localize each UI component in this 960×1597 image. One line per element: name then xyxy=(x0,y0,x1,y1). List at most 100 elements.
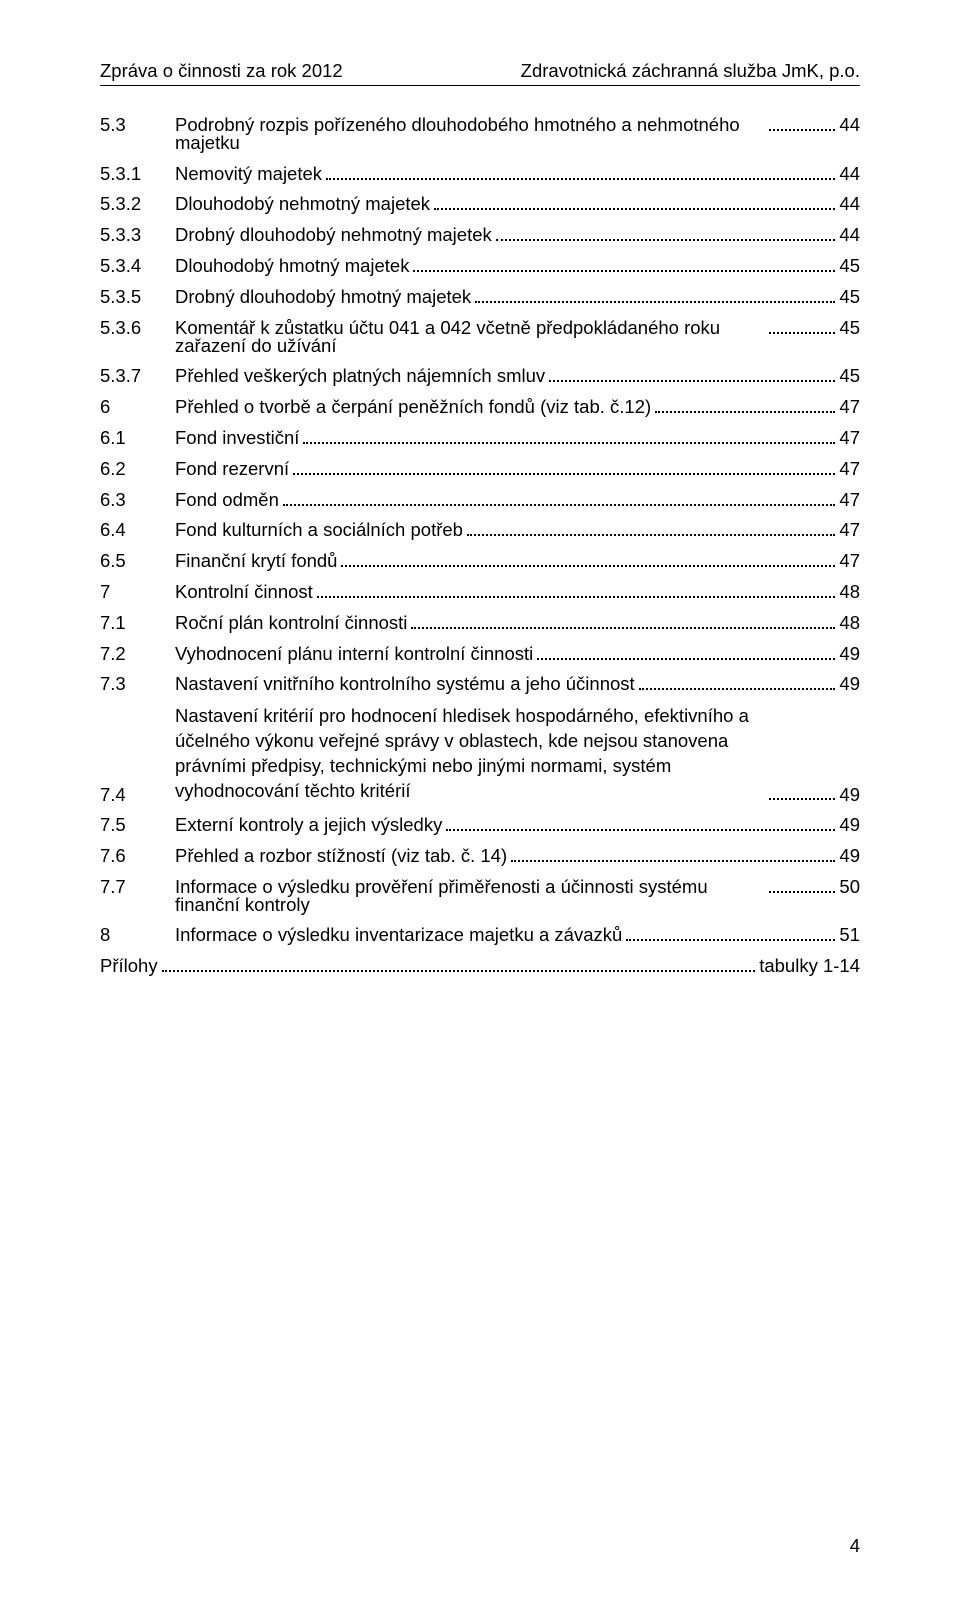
toc-dot-leader xyxy=(537,643,835,660)
toc-entry-title: Informace o výsledku prověření přiměřeno… xyxy=(175,878,765,915)
toc-row: 6.3Fond odměn47 xyxy=(100,489,860,510)
page-header: Zpráva o činnosti za rok 2012 Zdravotnic… xyxy=(100,60,860,86)
toc-entry-title: Fond investiční xyxy=(175,429,299,448)
toc-entry-page: 48 xyxy=(839,614,860,633)
toc-dot-leader xyxy=(162,955,756,972)
toc-entry-title: Informace o výsledku inventarizace majet… xyxy=(175,926,622,945)
toc-dot-leader xyxy=(283,489,836,506)
toc-entry-page: 48 xyxy=(839,583,860,602)
toc-entry-title: Dlouhodobý nehmotný majetek xyxy=(175,195,430,214)
toc-row: 7.1Roční plán kontrolní činnosti 48 xyxy=(100,612,860,633)
toc-entry-page: 47 xyxy=(839,491,860,510)
toc-entry-number: 8 xyxy=(100,926,175,945)
toc-row: 5.3.1Nemovitý majetek44 xyxy=(100,163,860,184)
toc-row: 5.3Podrobný rozpis pořízeného dlouhodobé… xyxy=(100,114,860,153)
toc-entry-title: Nastavení vnitřního kontrolního systému … xyxy=(175,675,635,694)
toc-entry-number: 6.5 xyxy=(100,552,175,571)
toc-entry-title: Přehled veškerých platných nájemních sml… xyxy=(175,367,545,386)
toc-row: 6.2Fond rezervní 47 xyxy=(100,458,860,479)
toc-entry-title: Přílohy xyxy=(100,957,158,976)
toc-entry-number: 5.3.3 xyxy=(100,226,175,245)
toc-entry-number: 7.2 xyxy=(100,645,175,664)
toc-entry-number: 5.3.7 xyxy=(100,367,175,386)
toc-row: 7.7Informace o výsledku prověření přiměř… xyxy=(100,876,860,915)
toc-entry-number: 7.1 xyxy=(100,614,175,633)
toc-dot-leader xyxy=(326,163,835,180)
toc-entry-title: Dlouhodobý hmotný majetek xyxy=(175,257,409,276)
toc-entry-number: 7.6 xyxy=(100,847,175,866)
document-page: Zpráva o činnosti za rok 2012 Zdravotnic… xyxy=(0,0,960,1597)
toc-dot-leader xyxy=(549,366,835,383)
toc-entry-title: Externí kontroly a jejich výsledky xyxy=(175,816,442,835)
toc-entry-page: 49 xyxy=(839,816,860,835)
toc-row: 6Přehled o tvorbě a čerpání peněžních fo… xyxy=(100,396,860,417)
toc-entry-title: Nastavení kritérií pro hodnocení hledise… xyxy=(175,704,765,804)
toc-entry-number: 5.3.1 xyxy=(100,165,175,184)
toc-entry-page: 49 xyxy=(839,675,860,694)
toc-entry-number: 5.3 xyxy=(100,116,175,135)
toc-dot-leader xyxy=(511,845,835,862)
toc-dot-leader xyxy=(496,224,836,241)
toc-row: 6.4Fond kulturních a sociálních potřeb 47 xyxy=(100,520,860,541)
toc-row: 5.3.6Komentář k zůstatku účtu 041 a 042 … xyxy=(100,317,860,356)
toc-entry-page: 45 xyxy=(839,367,860,386)
toc-entry-page: 45 xyxy=(839,257,860,276)
toc-entry-page: 45 xyxy=(839,319,860,338)
toc-entry-title: Roční plán kontrolní činnosti xyxy=(175,614,407,633)
toc-entry-page: 44 xyxy=(839,195,860,214)
toc-entry-number: 5.3.2 xyxy=(100,195,175,214)
toc-entry-number: 7.4 xyxy=(100,786,175,805)
toc-row: 5.3.3Drobný dlouhodobý nehmotný majetek4… xyxy=(100,224,860,245)
toc-row: 7.3Nastavení vnitřního kontrolního systé… xyxy=(100,674,860,695)
toc-entry-page: 49 xyxy=(839,645,860,664)
toc-dot-leader xyxy=(769,114,835,131)
toc-entry-title: Fond rezervní xyxy=(175,460,289,479)
toc-entry-title: Fond kulturních a sociálních potřeb xyxy=(175,521,463,540)
toc-entry-page: 49 xyxy=(839,847,860,866)
toc-entry-page: 49 xyxy=(839,786,860,805)
toc-dot-leader xyxy=(769,317,835,334)
toc-entry-page: 47 xyxy=(839,460,860,479)
toc-row: 7.4Nastavení kritérií pro hodnocení hled… xyxy=(100,704,860,804)
toc-entry-page: 47 xyxy=(839,398,860,417)
toc-entry-page: tabulky 1-14 xyxy=(759,957,860,976)
toc-entry-title: Vyhodnocení plánu interní kontrolní činn… xyxy=(175,645,533,664)
toc-entry-title: Nemovitý majetek xyxy=(175,165,322,184)
table-of-contents: 5.3Podrobný rozpis pořízeného dlouhodobé… xyxy=(100,114,860,976)
toc-row: 7.6Přehled a rozbor stížností (viz tab. … xyxy=(100,845,860,866)
toc-entry-title: Přehled o tvorbě a čerpání peněžních fon… xyxy=(175,398,651,417)
toc-row: 5.3.7Přehled veškerých platných nájemníc… xyxy=(100,366,860,387)
toc-row: Přílohy tabulky 1-14 xyxy=(100,955,860,976)
toc-entry-number: 7.5 xyxy=(100,816,175,835)
toc-dot-leader xyxy=(769,876,835,893)
page-number: 4 xyxy=(850,1535,860,1557)
toc-dot-leader xyxy=(446,814,835,831)
toc-row: 7.5Externí kontroly a jejich výsledky 49 xyxy=(100,814,860,835)
toc-entry-page: 47 xyxy=(839,521,860,540)
toc-dot-leader xyxy=(341,550,835,567)
toc-entry-number: 5.3.6 xyxy=(100,319,175,338)
toc-entry-page: 44 xyxy=(839,226,860,245)
toc-entry-number: 7 xyxy=(100,583,175,602)
toc-entry-title: Finanční krytí fondů xyxy=(175,552,337,571)
toc-entry-number: 5.3.4 xyxy=(100,257,175,276)
toc-entry-page: 47 xyxy=(839,429,860,448)
toc-dot-leader xyxy=(293,458,835,475)
header-left-text: Zpráva o činnosti za rok 2012 xyxy=(100,60,343,82)
toc-entry-number: 6.2 xyxy=(100,460,175,479)
toc-entry-page: 45 xyxy=(839,288,860,307)
toc-entry-number: 6.1 xyxy=(100,429,175,448)
toc-dot-leader xyxy=(639,674,836,691)
toc-entry-number: 6.4 xyxy=(100,521,175,540)
toc-entry-title: Fond odměn xyxy=(175,491,279,510)
toc-row: 7.2Vyhodnocení plánu interní kontrolní č… xyxy=(100,643,860,664)
toc-dot-leader xyxy=(475,286,835,303)
toc-dot-leader xyxy=(317,581,836,598)
toc-entry-title: Podrobný rozpis pořízeného dlouhodobého … xyxy=(175,116,765,153)
toc-entry-page: 51 xyxy=(839,926,860,945)
toc-row: 5.3.5Drobný dlouhodobý hmotný majetek45 xyxy=(100,286,860,307)
toc-entry-number: 5.3.5 xyxy=(100,288,175,307)
toc-entry-number: 6 xyxy=(100,398,175,417)
toc-entry-title: Komentář k zůstatku účtu 041 a 042 včetn… xyxy=(175,319,765,356)
toc-entry-number: 7.7 xyxy=(100,878,175,897)
